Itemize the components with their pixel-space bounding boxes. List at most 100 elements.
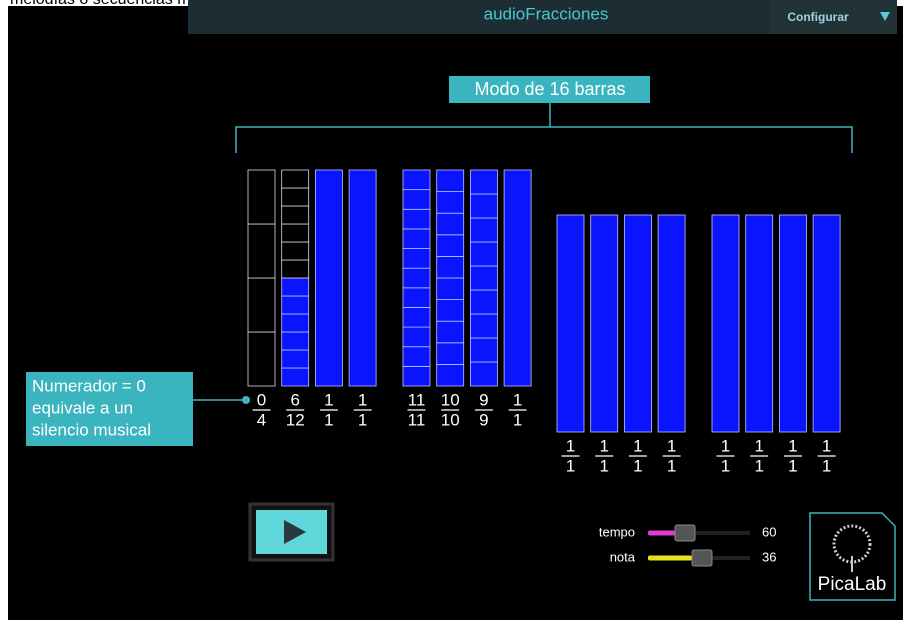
bar-cell[interactable] — [402, 267, 431, 289]
bar-cell[interactable] — [402, 208, 431, 230]
bar-cell[interactable] — [711, 214, 740, 433]
bar-cell[interactable] — [281, 367, 310, 387]
bar-cell[interactable] — [402, 228, 431, 249]
bar-cell[interactable] — [402, 346, 431, 367]
menu-label[interactable]: Configurar — [787, 10, 849, 24]
bar-cell[interactable] — [779, 214, 807, 433]
bar-cell[interactable] — [247, 223, 276, 279]
bar[interactable] — [624, 214, 652, 433]
bar-cell[interactable] — [436, 342, 465, 365]
bar-cell[interactable] — [314, 169, 343, 387]
bar-cell[interactable] — [402, 248, 431, 269]
play-icon[interactable] — [284, 520, 306, 544]
bar-cell[interactable] — [436, 234, 465, 257]
bar[interactable] — [590, 214, 619, 433]
bar-cell[interactable] — [281, 331, 310, 351]
numerator: 1 — [788, 436, 797, 455]
bar-cell[interactable] — [436, 191, 465, 214]
bar-cell[interactable] — [590, 214, 619, 433]
numerator: 1 — [324, 390, 333, 409]
bar-cell[interactable] — [469, 169, 498, 195]
bar-cell[interactable] — [469, 265, 498, 291]
bar[interactable] — [503, 169, 532, 387]
bar-cell[interactable] — [247, 169, 276, 225]
bar-cell[interactable] — [281, 259, 310, 279]
bar[interactable] — [657, 214, 686, 433]
bar-cell[interactable] — [281, 241, 310, 261]
bar[interactable] — [247, 169, 276, 387]
bar-cell[interactable] — [402, 169, 431, 191]
bar[interactable] — [436, 169, 465, 387]
denominator: 1 — [566, 456, 575, 475]
bar-cell[interactable] — [281, 187, 310, 207]
bar-cell[interactable] — [281, 313, 310, 333]
bar-cell[interactable] — [469, 337, 498, 363]
denominator: 1 — [599, 456, 608, 475]
top-bar — [188, 0, 770, 34]
bar-cell[interactable] — [556, 214, 585, 433]
slider-thumb[interactable] — [691, 549, 713, 567]
bar[interactable] — [281, 169, 310, 387]
bar-cell[interactable] — [469, 241, 498, 267]
bar-cell[interactable] — [657, 214, 686, 433]
denominator: 1 — [667, 456, 676, 475]
numerator: 9 — [479, 390, 488, 409]
bar-cell[interactable] — [247, 277, 276, 333]
bar-cell[interactable] — [247, 331, 276, 387]
bar-cell[interactable] — [469, 313, 498, 339]
bar[interactable] — [348, 169, 377, 387]
bar-cell[interactable] — [469, 193, 498, 219]
bar-cell[interactable] — [402, 326, 431, 348]
bar-cell[interactable] — [281, 223, 310, 243]
bar[interactable] — [711, 214, 740, 433]
numerator: 1 — [822, 436, 831, 455]
numerator: 1 — [513, 390, 522, 409]
bar[interactable] — [402, 169, 431, 387]
bar-cell[interactable] — [436, 299, 465, 322]
logo-text: PicaLab — [818, 574, 887, 595]
bar-cell[interactable] — [402, 365, 431, 387]
bar[interactable] — [812, 214, 841, 433]
bar-cell[interactable] — [436, 212, 465, 236]
bar-cell[interactable] — [281, 349, 310, 369]
bar[interactable] — [469, 169, 498, 387]
bar-cell[interactable] — [348, 169, 377, 387]
bar-cell[interactable] — [402, 307, 431, 328]
bar-cell[interactable] — [812, 214, 841, 433]
bar-cell[interactable] — [469, 289, 498, 315]
bar-cell[interactable] — [436, 320, 465, 344]
bar-cell[interactable] — [745, 214, 774, 433]
bar-cell[interactable] — [436, 255, 465, 279]
menu-arrow[interactable] — [880, 12, 890, 21]
bar-cell[interactable] — [281, 295, 310, 315]
bar-cell[interactable] — [503, 169, 532, 387]
menu-button[interactable] — [770, 0, 897, 34]
bar[interactable] — [745, 214, 774, 433]
bar[interactable] — [779, 214, 807, 433]
bar-cell[interactable] — [281, 205, 310, 225]
numerator: 1 — [358, 390, 367, 409]
numerator: 10 — [441, 390, 460, 409]
bar-cell[interactable] — [281, 277, 310, 297]
bar-cell[interactable] — [281, 169, 310, 189]
denominator: 10 — [441, 410, 460, 429]
bar-cell[interactable] — [469, 361, 498, 387]
denominator: 1 — [633, 456, 642, 475]
slider-value: 36 — [762, 549, 776, 564]
bar-cell[interactable] — [402, 189, 431, 210]
bar[interactable] — [556, 214, 585, 433]
note-callout — [26, 372, 193, 446]
numerator: 0 — [257, 390, 266, 409]
bar[interactable] — [314, 169, 343, 387]
bar-cell[interactable] — [469, 217, 498, 243]
slider-thumb[interactable] — [674, 524, 696, 542]
bar-cell[interactable] — [402, 287, 431, 308]
bar-cell[interactable] — [436, 363, 465, 387]
bar-cell[interactable] — [624, 214, 652, 433]
numerator: 1 — [633, 436, 642, 455]
note-dot — [242, 396, 250, 404]
bar-cell[interactable] — [436, 277, 465, 301]
numerator: 1 — [566, 436, 575, 455]
bar-cell[interactable] — [436, 169, 465, 193]
